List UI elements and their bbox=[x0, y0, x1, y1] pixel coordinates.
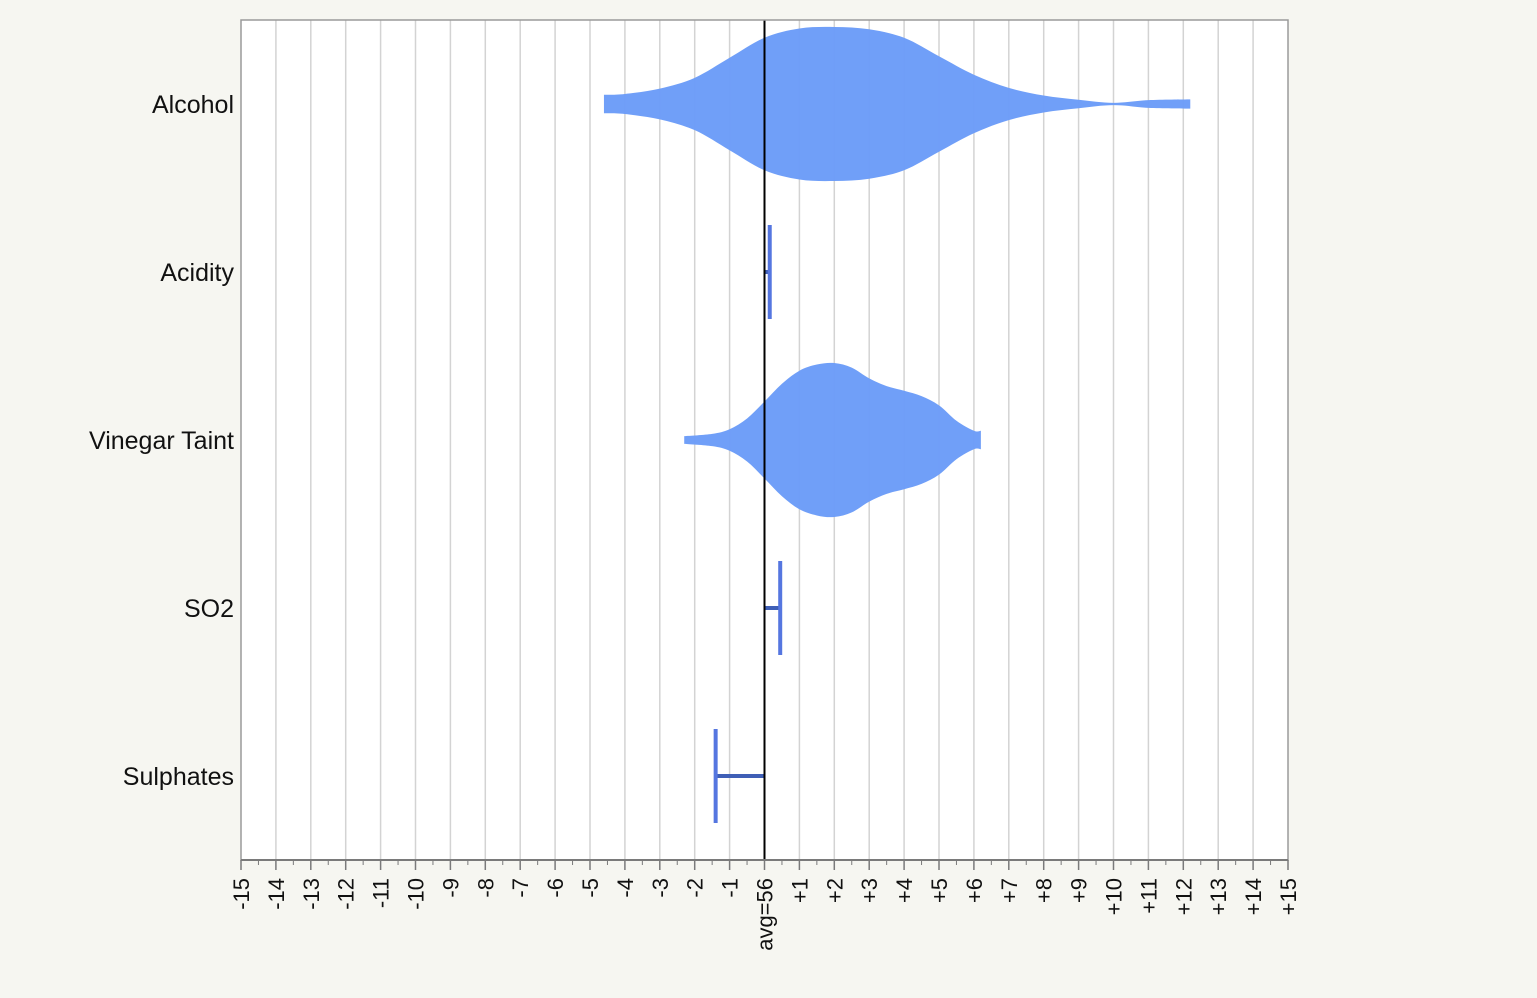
x-tick-label: -10 bbox=[404, 878, 429, 910]
x-tick-label: -5 bbox=[578, 878, 603, 898]
x-tick-label: +13 bbox=[1206, 878, 1231, 915]
x-tick-label: +8 bbox=[1032, 878, 1057, 903]
category-label: Vinegar Taint bbox=[89, 427, 234, 455]
violin-vinegar-taint bbox=[684, 362, 981, 518]
x-tick-label: +9 bbox=[1067, 878, 1092, 903]
x-tick-label: +3 bbox=[857, 878, 882, 903]
x-tick-label: +2 bbox=[822, 878, 847, 903]
x-tick-label: -11 bbox=[369, 878, 394, 908]
category-label: SO2 bbox=[184, 595, 234, 623]
x-tick-label: -2 bbox=[683, 878, 708, 898]
x-tick-label: +11 bbox=[1136, 878, 1161, 914]
x-tick-label: -6 bbox=[543, 878, 568, 898]
x-tick-label: +14 bbox=[1241, 878, 1266, 915]
x-tick-label: -13 bbox=[299, 878, 324, 910]
x-tick-label: -7 bbox=[508, 878, 533, 898]
violin-alcohol bbox=[603, 26, 1191, 182]
x-tick-label: -12 bbox=[334, 878, 359, 910]
x-tick-label: +6 bbox=[962, 878, 987, 903]
category-label: Alcohol bbox=[152, 91, 234, 119]
mark-layer bbox=[603, 26, 1191, 823]
category-label: Acidity bbox=[160, 259, 234, 287]
x-tick-label: -3 bbox=[648, 878, 673, 898]
x-tick-label: -15 bbox=[229, 878, 254, 910]
category-labels: Alcohol Acidity Vinegar Taint SO2 Sulphates bbox=[89, 91, 235, 791]
x-tick-label: -4 bbox=[613, 878, 638, 898]
x-tick-label: +10 bbox=[1102, 878, 1127, 915]
x-tick-label: +7 bbox=[997, 878, 1022, 903]
category-label: Sulphates bbox=[123, 763, 234, 791]
x-tick-label: +12 bbox=[1171, 878, 1196, 915]
x-tick-label: -8 bbox=[473, 878, 498, 898]
x-tick-label: +5 bbox=[927, 878, 952, 903]
x-tick-label: -9 bbox=[438, 878, 463, 898]
x-tick-label: -1 bbox=[718, 878, 743, 898]
x-axis: -15 -14 -13 -12 -11 -10 -9 -8 -7 -6 -5 -4 -3 -2 -1 avg=… bbox=[229, 859, 1301, 951]
x-tick-label: +4 bbox=[892, 878, 917, 903]
x-tick-label: +1 bbox=[787, 878, 812, 903]
x-tick-label: -14 bbox=[264, 878, 289, 910]
x-tick-label: +15 bbox=[1276, 878, 1301, 915]
x-tick-label: avg=56 bbox=[753, 878, 778, 951]
